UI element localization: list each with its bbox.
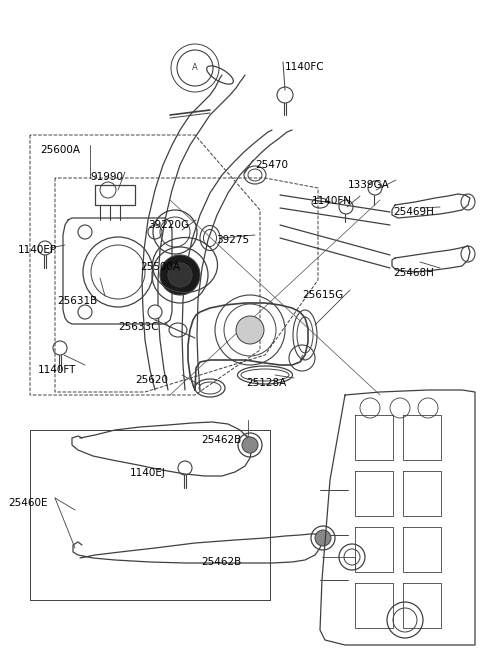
Text: 1140FC: 1140FC [285, 62, 324, 72]
Text: 25620: 25620 [135, 375, 168, 385]
Text: 25460E: 25460E [8, 498, 48, 508]
Text: 39275: 39275 [216, 235, 249, 245]
Circle shape [78, 225, 92, 239]
Text: 25468H: 25468H [393, 268, 434, 278]
Text: 1339GA: 1339GA [348, 180, 390, 190]
Text: 25631B: 25631B [57, 296, 97, 306]
Text: 25469H: 25469H [393, 207, 434, 217]
Text: 1140FN: 1140FN [312, 196, 352, 206]
Text: 1140FT: 1140FT [38, 365, 76, 375]
Text: 25128A: 25128A [246, 378, 286, 388]
Text: A: A [300, 355, 304, 361]
Circle shape [315, 530, 331, 546]
Circle shape [148, 305, 162, 319]
Text: 1140EJ: 1140EJ [130, 468, 166, 478]
Text: 25500A: 25500A [140, 262, 180, 272]
Text: 25615G: 25615G [302, 290, 343, 300]
Text: 25633C: 25633C [118, 322, 158, 332]
Text: A: A [192, 64, 198, 73]
Circle shape [236, 316, 264, 344]
Circle shape [168, 263, 192, 287]
Text: 39220G: 39220G [148, 220, 189, 230]
Text: 1140EP: 1140EP [18, 245, 57, 255]
Circle shape [160, 255, 200, 295]
Text: 25462B: 25462B [201, 435, 241, 445]
Text: 25462B: 25462B [201, 557, 241, 567]
Text: 91990: 91990 [90, 172, 123, 182]
Text: 25470: 25470 [255, 160, 288, 170]
Circle shape [148, 225, 162, 239]
Circle shape [242, 437, 258, 453]
Circle shape [78, 305, 92, 319]
Text: 25600A: 25600A [40, 145, 80, 155]
